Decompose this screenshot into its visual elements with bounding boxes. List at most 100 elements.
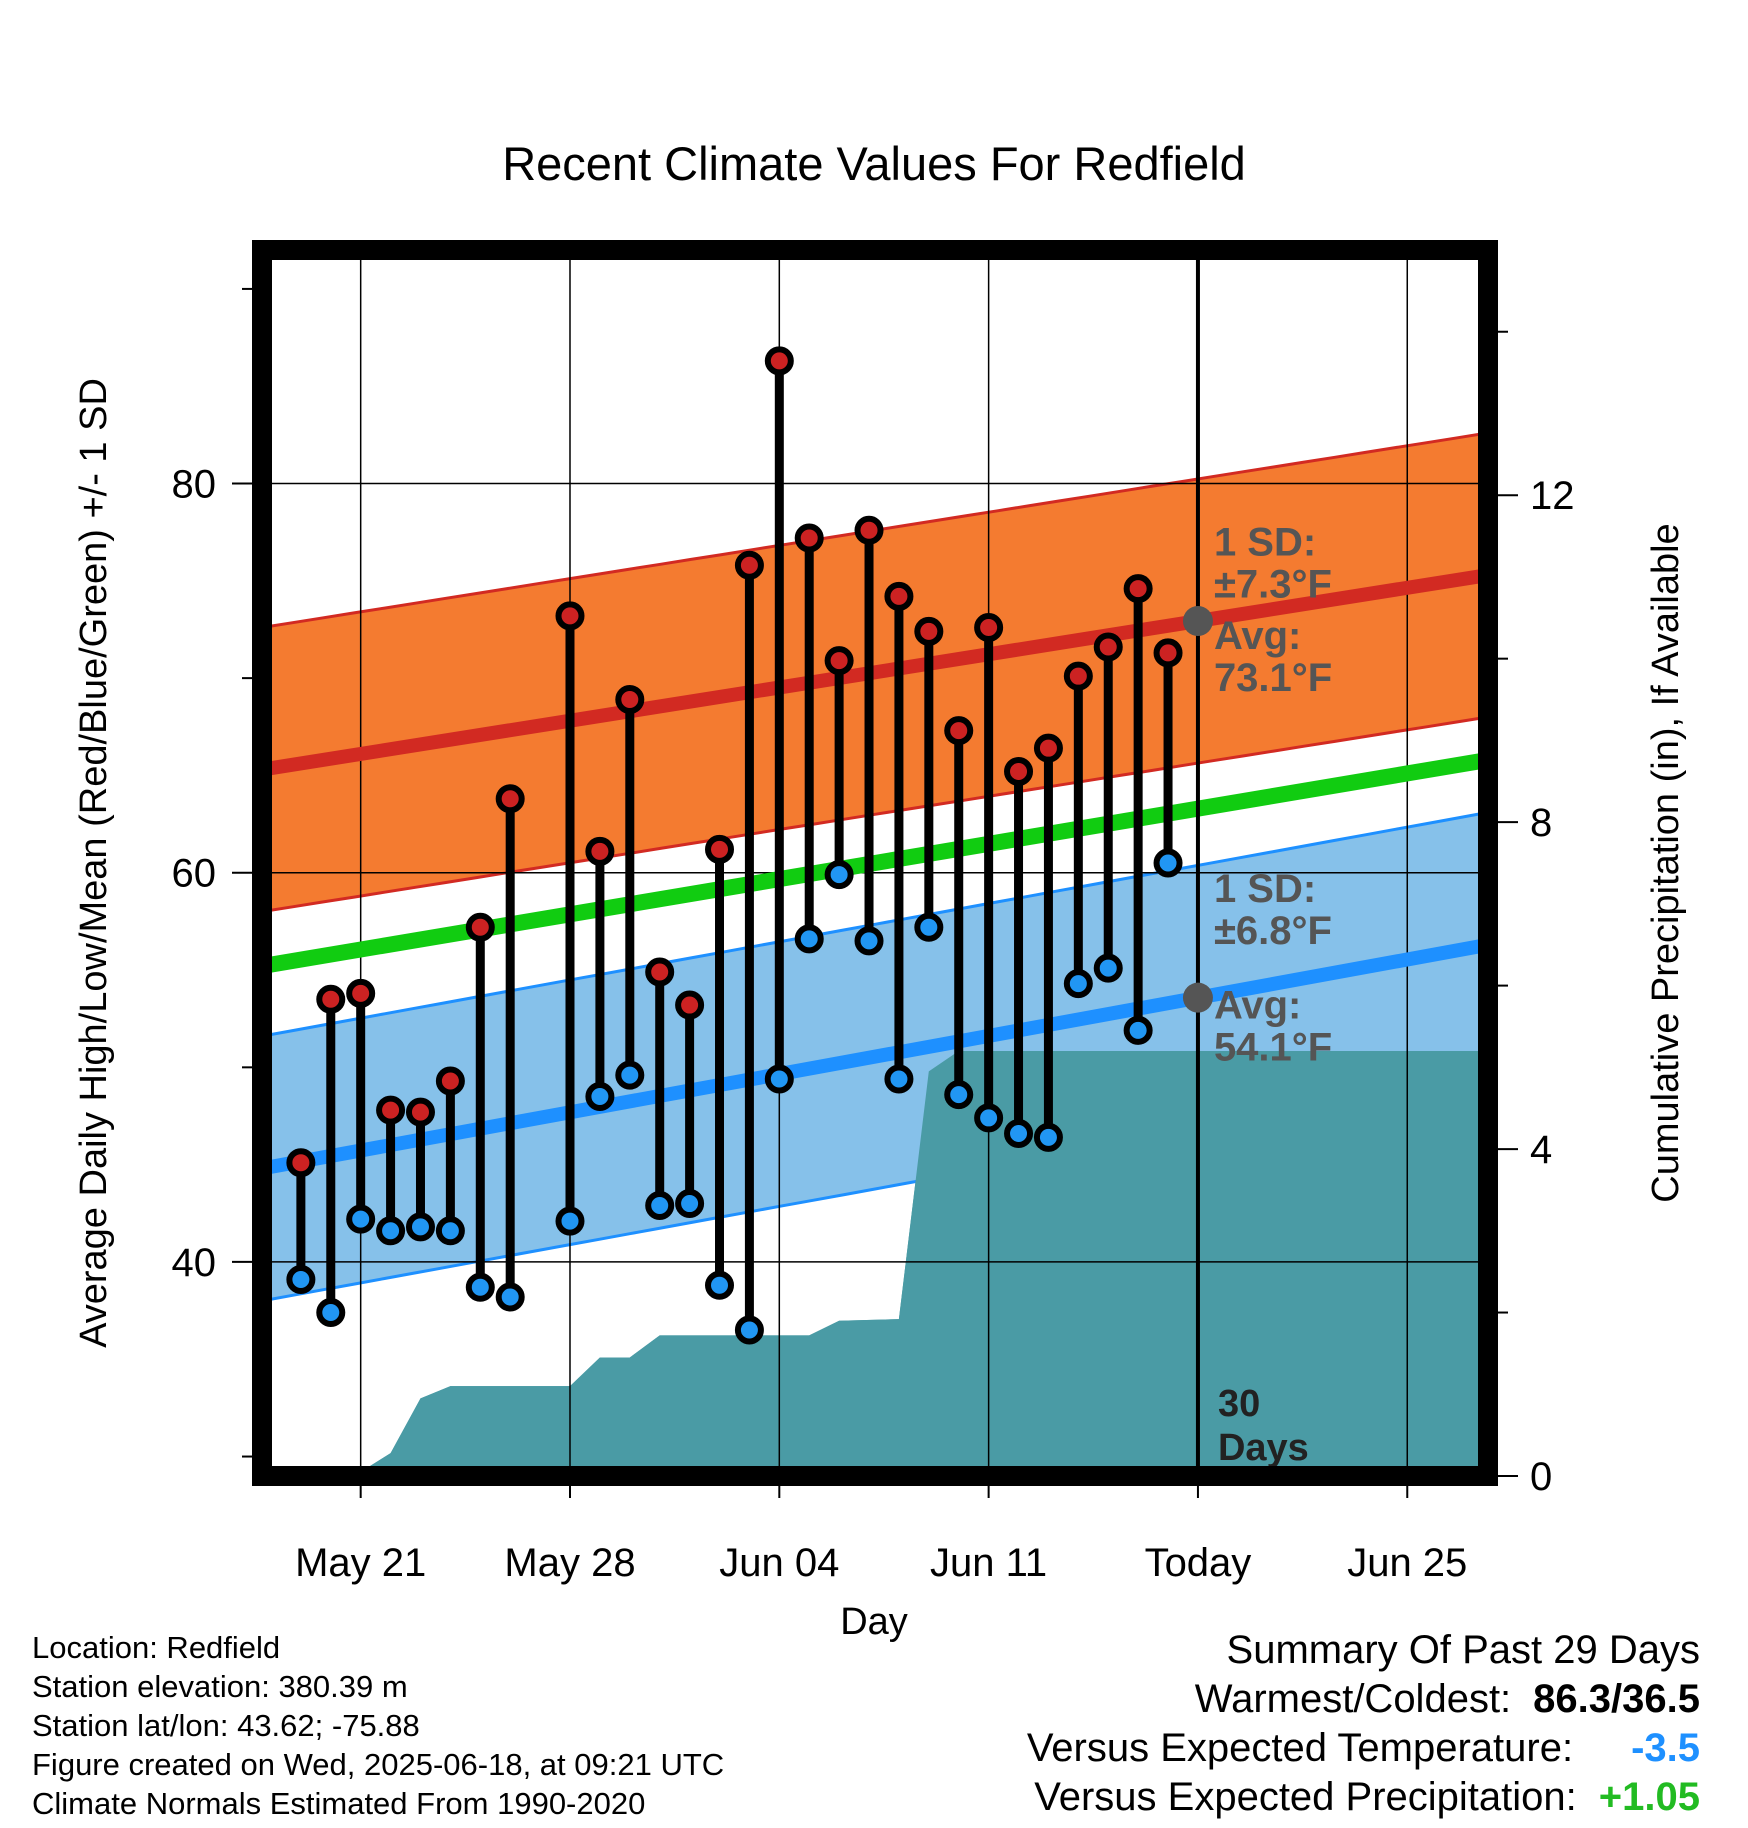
high-sd-note: ±7.3°F [1214,563,1332,607]
low-sd-note: ±6.8°F [1214,909,1332,953]
y-axis-label: Average Daily High/Low/Mean (Red/Blue/Gr… [73,378,115,1348]
daily-low-point [1093,953,1123,983]
daily-high-point [555,601,585,631]
daily-low-point [734,1315,764,1345]
plot-frame [252,240,1498,1486]
y2-tick-label: 4 [1530,1128,1552,1172]
daily-high-point [346,978,376,1008]
daily-high-point [1123,574,1153,604]
high-avg-line [262,568,1488,777]
info-elevation: Station elevation: 380.39 m [32,1669,408,1704]
daily-high-point [1093,632,1123,662]
info-latlon: Station lat/lon: 43.62; -75.88 [32,1708,420,1743]
daily-high-point [705,834,735,864]
high-avg-note: Avg: [1214,614,1301,658]
daily-low-point [1004,1118,1034,1148]
daily-low-point [705,1270,735,1300]
daily-high-point [495,784,525,814]
daily-low-point [1033,1122,1063,1152]
daily-high-point [1153,638,1183,668]
chart-title: Recent Climate Values For Redfield [502,137,1246,190]
daily-low-point [914,912,944,942]
daily-high-point [794,523,824,553]
y-tick-label: 60 [172,852,217,896]
daily-high-point [376,1095,406,1125]
low-avg-note: 54.1°F [1214,1026,1332,1070]
daily-high-point [645,957,675,987]
info-location: Location: Redfield [32,1630,281,1665]
summary-temp-row: Versus Expected Temperature: -3.5 [1027,1724,1700,1773]
x-tick-label: Jun 11 [930,1541,1047,1585]
daily-low-point [465,1272,495,1302]
y-tick-label: 40 [172,1241,217,1285]
today-low-avg-dot [1182,982,1213,1013]
info-normals: Climate Normals Estimated From 1990-2020 [32,1786,646,1821]
daily-low-point [764,1064,794,1094]
plot-area [262,250,1488,1476]
low-avg-note: Avg: [1214,984,1301,1028]
daily-low-point [854,926,884,956]
daily-low-point [884,1064,914,1094]
y2-tick-label: 0 [1530,1455,1552,1499]
daily-low-point [944,1080,974,1110]
daily-high-point [764,346,794,376]
daily-high-point [1063,661,1093,691]
summary-temp-value: -3.5 [1631,1726,1700,1770]
y2-axis-label: Cumulative Precipitation (in), If Availa… [1645,523,1687,1202]
daily-high-point [615,685,645,715]
low-sd-band-upper [262,810,1488,1038]
x-tick-label: May 21 [295,1541,426,1585]
summary-temp-label: Versus Expected Temperature: [1026,1726,1574,1770]
summary-warm-cold-label: Warmest/Coldest: [1194,1677,1512,1721]
summary-warm-cold-value: 86.3/36.5 [1533,1677,1700,1721]
summary-heading: Summary Of Past 29 Days [1226,1628,1700,1672]
x-tick-label: Jun 04 [719,1541,839,1585]
y-tick-label: 80 [172,463,217,507]
x-tick-label: Jun 25 [1347,1541,1467,1585]
x-tick-label: May 28 [504,1541,635,1585]
daily-low-point [1123,1015,1153,1045]
daily-low-point [794,924,824,954]
daily-high-point [405,1097,435,1127]
summary-precip-row: Versus Expected Precipitation: +1.05 [1027,1773,1700,1822]
daily-low-point [435,1216,465,1246]
daily-high-point [1033,733,1063,763]
daily-low-point [585,1082,615,1112]
window-days-label: 30 [1218,1383,1260,1425]
daily-high-point [465,912,495,942]
summary-warm-cold-row: Warmest/Coldest: 86.3/36.5 [1027,1675,1700,1724]
daily-low-point [286,1264,316,1294]
summary-panel: Summary Of Past 29 Days Warmest/Coldest:… [1027,1626,1700,1822]
daily-high-point [944,716,974,746]
low-sd-note: 1 SD: [1214,867,1316,911]
daily-low-point [824,860,854,890]
daily-low-point [1063,969,1093,999]
daily-low-point [1153,848,1183,878]
daily-high-point [1004,757,1034,787]
daily-high-point [824,646,854,676]
daily-high-point [914,616,944,646]
daily-low-point [675,1189,705,1219]
daily-high-point [675,990,705,1020]
daily-low-point [645,1191,675,1221]
daily-low-point [974,1103,1004,1133]
axes: May 21 May 28 Jun 04 Jun 11 Today Jun 2540608… [172,287,1575,1585]
daily-high-point [884,581,914,611]
daily-high-point [734,550,764,580]
daily-low-point [405,1212,435,1242]
daily-low-point [615,1060,645,1090]
daily-high-point [854,515,884,545]
x-axis-label: Day [840,1601,908,1643]
low-avg-line [262,937,1488,1176]
info-created: Figure created on Wed, 2025-06-18, at 09… [32,1747,725,1782]
window-days-label: Days [1218,1427,1309,1469]
summary-precip-label: Versus Expected Precipitation: [1034,1775,1577,1819]
station-info: Location: Redfield Station elevation: 38… [32,1628,724,1823]
high-avg-note: 73.1°F [1214,656,1332,700]
daily-high-point [316,984,346,1014]
y2-tick-label: 12 [1530,474,1575,518]
daily-low-point [376,1216,406,1246]
daily-high-point [286,1148,316,1178]
